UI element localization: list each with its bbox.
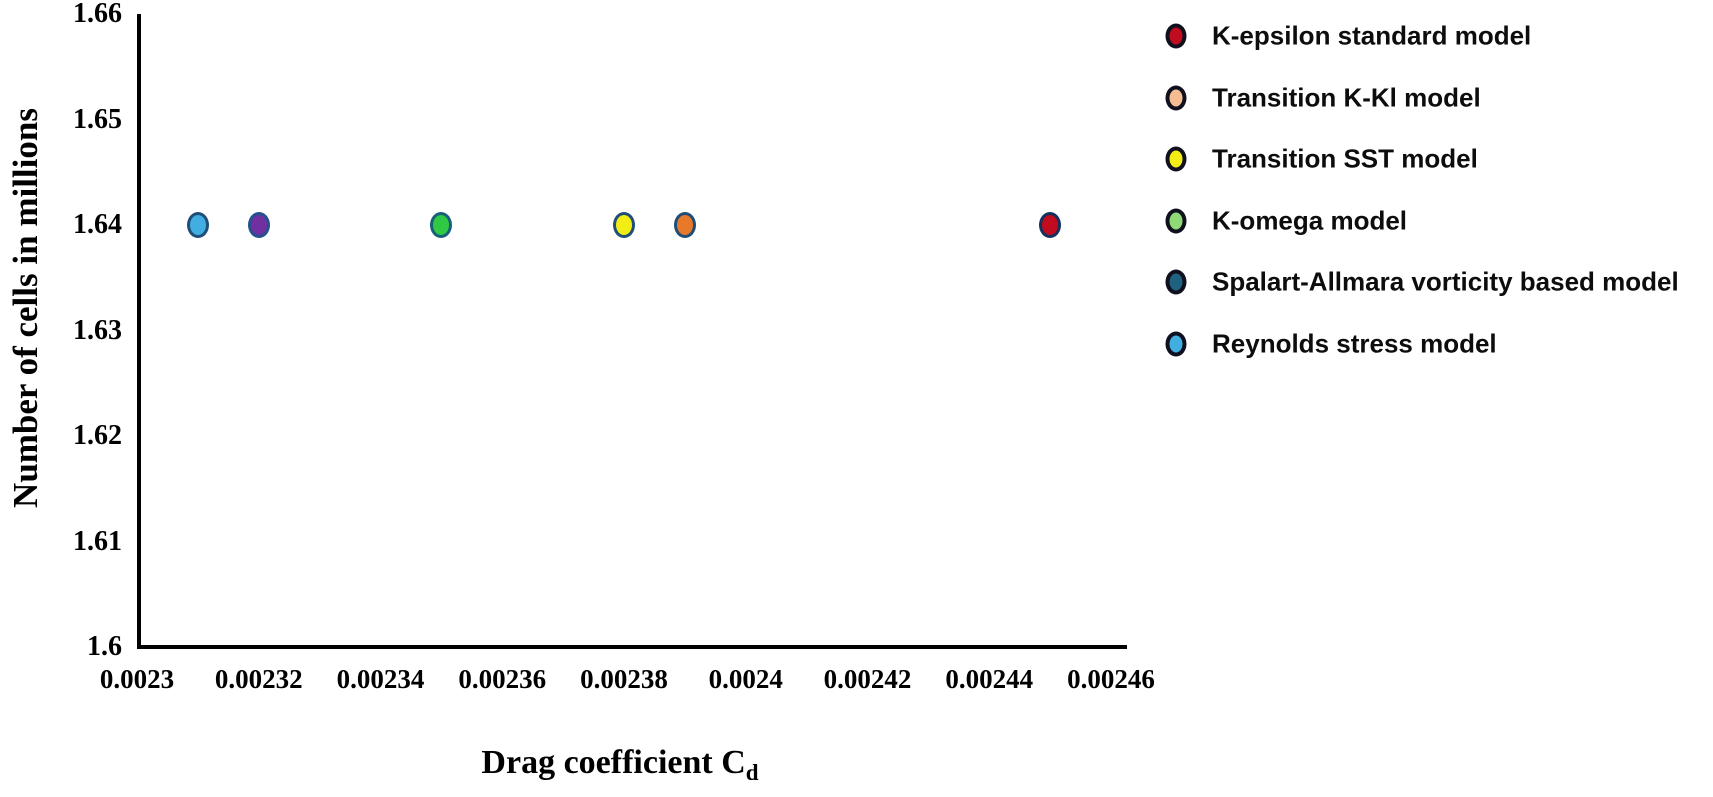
x-axis-title: Drag coefficient Cd [481,744,758,786]
y-tick-label: 1.66 [73,0,122,29]
x-tick-label: 0.00236 [458,664,547,694]
legend-label: Reynolds stress model [1212,328,1497,358]
y-tick-label: 1.65 [73,103,122,135]
data-point-k-epsilon-standard-model [1039,212,1062,238]
legend-marker-icon [1165,208,1187,233]
data-point-transition-k-kl-model [673,212,696,238]
x-tick-label: 0.0024 [708,664,783,694]
data-point-transition-sst-model [613,212,635,238]
x-axis-title-subscript: d [745,760,759,785]
x-tick-label: 0.00244 [945,664,1034,694]
x-tick-label: 0.00246 [1067,664,1155,694]
y-tick-label: 1.62 [73,420,122,451]
data-point-spalart-allmara-vorticity-based-model [247,212,270,238]
legend-marker-icon [1165,331,1187,356]
x-tick-label: 0.0023 [99,664,175,694]
legend-marker-icon [1165,146,1187,172]
legend-label: Transition K-Kl model [1212,82,1481,112]
x-axis-line [137,645,1127,649]
legend-label: K-epsilon standard model [1212,20,1532,51]
y-axis-line [137,14,141,649]
legend-label: Transition SST model [1212,143,1478,174]
x-tick-label: 0.00238 [580,664,668,694]
legend-label: Spalart-Allmara vorticity based model [1212,266,1679,297]
data-point-k-omega-model [430,212,453,238]
y-tick-label: 1.63 [73,314,122,346]
legend-marker-icon [1165,23,1187,49]
y-tick-label: 1.64 [73,209,122,240]
y-tick-label: 1.61 [73,525,122,557]
data-point-reynolds-stress-model [186,212,209,238]
legend-label: K-omega model [1212,205,1408,235]
legend-marker-icon [1165,85,1187,110]
x-tick-label: 0.00242 [823,664,912,694]
y-axis-title: Number of cells in millions [6,108,45,508]
x-axis-title-text: Drag coefficient C [481,744,746,781]
x-tick-label: 0.00232 [214,664,303,694]
x-tick-label: 0.00234 [336,664,425,694]
y-tick-label: 1.6 [87,631,122,662]
legend-marker-icon [1165,269,1187,295]
